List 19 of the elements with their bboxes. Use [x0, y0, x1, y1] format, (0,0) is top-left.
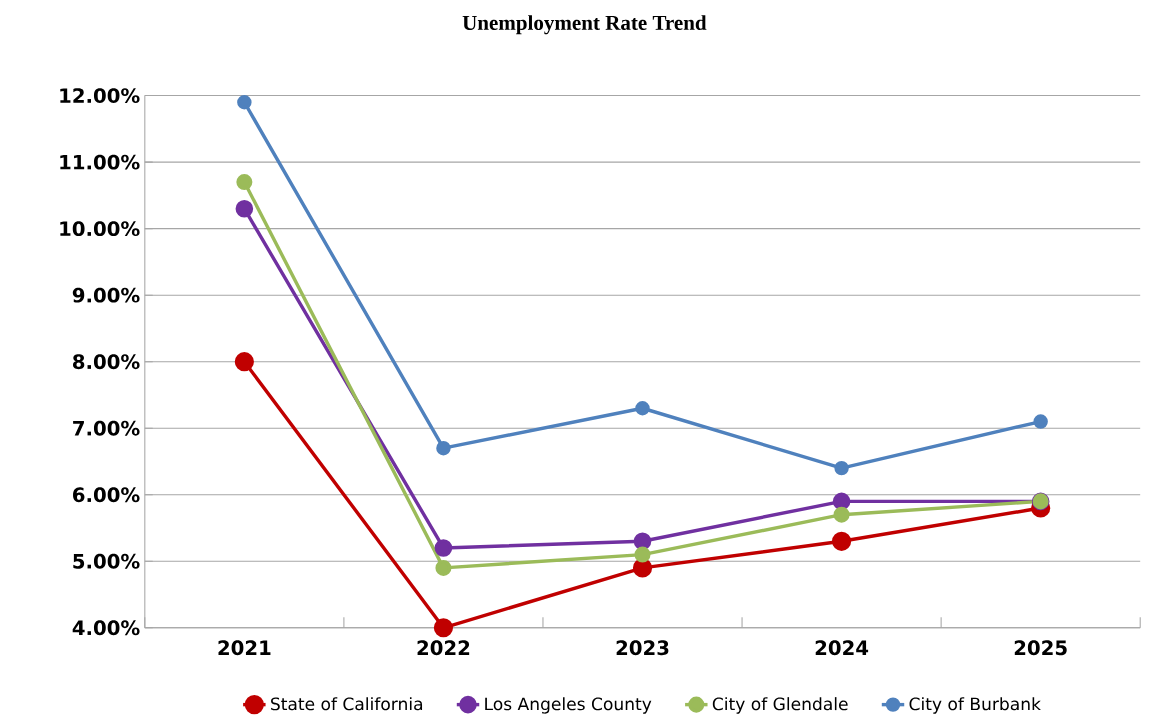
x-tick-label: 2025 [1014, 640, 1067, 656]
legend-label: City of Glendale [712, 696, 848, 714]
y-tick-label: 8.00% [73, 354, 140, 369]
y-tick-label: 7.00% [73, 420, 140, 436]
y-tick-label: 10.00% [60, 221, 140, 236]
x-tick-label: 2023 [616, 640, 669, 656]
legend-label: Los Angeles County [485, 696, 652, 714]
x-tick-label: 2024 [815, 640, 869, 656]
y-tick-label: 9.00% [72, 287, 140, 303]
y-tick-label: 5.00% [73, 553, 140, 569]
y-tick-label: 11.00% [60, 154, 140, 170]
legend-label: City of Burbank [909, 696, 1041, 714]
x-tick-label: 2022 [417, 640, 470, 656]
chart-title: Unemployment Rate Trend [462, 14, 707, 35]
x-tick-label: 2021 [218, 640, 271, 656]
y-tick-label: 12.00% [60, 87, 140, 103]
y-tick-label: 4.00% [72, 620, 140, 636]
legend-label: State of California [271, 696, 423, 711]
y-tick-label: 6.00% [73, 487, 140, 502]
